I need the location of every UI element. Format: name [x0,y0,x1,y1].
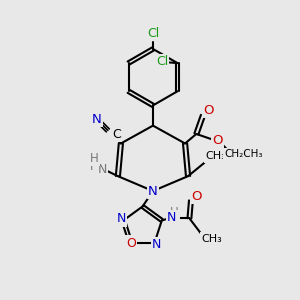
Text: Cl: Cl [147,27,159,40]
Text: Cl: Cl [156,55,168,68]
Text: N: N [116,212,126,226]
Text: O: O [192,190,202,202]
Text: H: H [90,160,98,172]
Text: CH₂CH₃: CH₂CH₃ [224,149,263,159]
Text: O: O [126,236,136,250]
Text: N: N [148,184,158,197]
Text: ethyl: ethyl [231,150,258,160]
Text: N: N [152,238,161,251]
Text: CH₃: CH₃ [202,234,222,244]
Text: N: N [92,112,101,126]
Text: H: H [170,206,179,219]
Text: N: N [167,211,176,224]
Text: N: N [98,163,107,176]
Text: C: C [112,128,121,141]
Text: H: H [90,152,98,165]
Text: O: O [212,134,223,147]
Text: CH₃: CH₃ [205,151,226,161]
Text: O: O [204,104,214,117]
